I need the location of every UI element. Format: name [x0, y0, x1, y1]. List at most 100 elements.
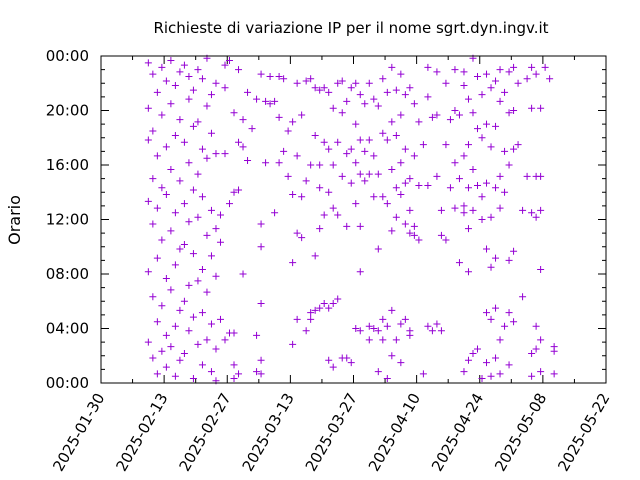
data-point — [464, 184, 472, 192]
data-point — [216, 238, 224, 246]
data-point — [171, 209, 179, 217]
data-point — [514, 141, 522, 149]
data-point — [437, 231, 445, 239]
data-point — [149, 175, 157, 183]
y-tick-label: 08:00 — [46, 265, 89, 283]
data-point — [505, 161, 513, 169]
data-point — [392, 336, 400, 344]
y-axis-ticks: 00:00 04:00 08:00 12:00 16:00 20:00 00:00 — [46, 47, 606, 392]
data-point — [185, 159, 193, 167]
data-point — [410, 231, 418, 239]
data-point — [207, 368, 215, 376]
data-point — [510, 107, 518, 114]
data-point — [149, 127, 157, 135]
data-point — [374, 245, 382, 253]
data-point — [176, 245, 184, 253]
data-point — [496, 336, 504, 344]
data-point — [406, 206, 414, 214]
data-point — [473, 345, 481, 353]
data-point — [203, 102, 211, 110]
data-point — [519, 293, 527, 301]
data-point — [194, 66, 202, 74]
data-point — [406, 175, 414, 183]
data-point — [406, 84, 414, 92]
data-point — [334, 138, 342, 146]
data-point — [194, 213, 202, 221]
data-point — [153, 88, 161, 96]
data-point — [257, 243, 265, 251]
data-point — [483, 70, 491, 78]
data-point — [158, 347, 166, 355]
data-point — [226, 200, 234, 208]
data-point — [266, 100, 274, 108]
data-point — [149, 293, 157, 301]
data-point — [356, 268, 364, 276]
data-point — [248, 125, 256, 133]
data-points — [144, 54, 558, 385]
data-point — [212, 272, 220, 280]
data-point — [487, 372, 495, 380]
data-point — [189, 374, 197, 382]
data-point — [226, 57, 234, 65]
data-point — [262, 97, 270, 105]
data-point — [437, 206, 445, 214]
data-point — [415, 236, 423, 244]
data-point — [523, 172, 531, 180]
data-point — [311, 131, 319, 139]
data-point — [171, 372, 179, 380]
data-point — [433, 68, 441, 76]
data-point — [343, 354, 351, 362]
data-point — [158, 302, 166, 310]
data-point — [162, 363, 170, 371]
data-point — [496, 370, 504, 378]
data-point — [469, 206, 477, 214]
data-point — [311, 252, 319, 260]
data-point — [356, 136, 364, 144]
data-point — [528, 63, 536, 71]
data-point — [410, 100, 418, 108]
data-point — [325, 88, 333, 96]
data-point — [510, 63, 518, 71]
data-point — [257, 370, 265, 378]
data-point — [433, 172, 441, 180]
data-point — [343, 150, 351, 158]
data-point — [253, 368, 261, 376]
data-point — [320, 211, 328, 219]
data-point — [162, 191, 170, 199]
data-point — [374, 327, 382, 335]
data-point — [334, 295, 342, 303]
y-tick-label: 00:00 — [46, 47, 89, 65]
data-point — [235, 66, 243, 74]
data-point — [207, 320, 215, 328]
data-point — [464, 141, 472, 149]
data-point — [257, 300, 265, 308]
data-point — [230, 329, 238, 337]
data-point — [356, 170, 364, 178]
data-point — [406, 331, 414, 339]
data-point — [356, 222, 364, 230]
data-point — [280, 147, 288, 155]
data-point — [356, 327, 364, 335]
data-point — [207, 129, 215, 137]
data-point — [153, 152, 161, 160]
data-point — [347, 359, 355, 367]
data-point — [198, 145, 206, 153]
data-point — [185, 95, 193, 103]
data-point — [316, 304, 324, 312]
data-point — [442, 236, 450, 244]
data-point — [298, 111, 306, 119]
data-point — [546, 75, 554, 83]
data-point — [194, 170, 202, 178]
data-point — [478, 216, 486, 223]
data-point — [298, 193, 306, 201]
data-point — [194, 118, 202, 126]
data-point — [153, 254, 161, 262]
data-point — [176, 177, 184, 185]
data-point — [180, 240, 188, 248]
data-point — [198, 309, 206, 317]
data-point — [487, 315, 495, 323]
data-point — [501, 147, 509, 155]
data-point — [329, 204, 337, 212]
data-point — [257, 356, 265, 364]
data-point — [379, 315, 387, 323]
